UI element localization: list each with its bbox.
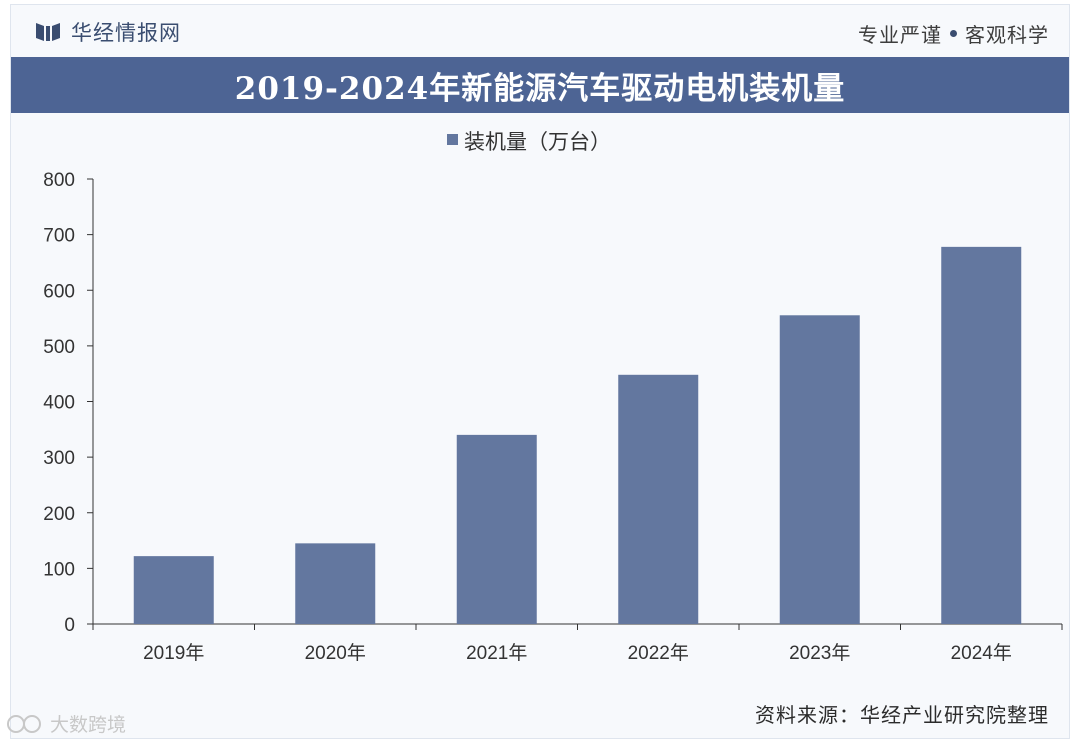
y-tick-label: 800 [43, 170, 75, 191]
x-tick-label: 2021年 [466, 642, 527, 664]
brand: 华经情报网 [35, 17, 181, 47]
slogan-left: 专业严谨 [858, 23, 942, 47]
x-tick-label: 2019年 [143, 642, 204, 664]
x-tick-label: 2020年 [305, 642, 366, 664]
bar-3 [456, 434, 537, 624]
y-tick-label: 200 [43, 504, 75, 525]
y-tick-label: 300 [43, 448, 75, 469]
brand-logo-icon [35, 21, 61, 43]
x-tick-label: 2023年 [789, 642, 850, 664]
separator-dot-icon [950, 30, 957, 37]
header-bar: 华经情报网 专业严谨 客观科学 [11, 5, 1069, 57]
slogan: 专业严谨 客观科学 [858, 19, 1049, 48]
platform-watermark: 大数跨境 [6, 710, 126, 737]
title-bar: 2019-2024年新能源汽车驱动电机装机量 [11, 57, 1069, 113]
bar-4 [618, 374, 699, 624]
bar-6 [941, 246, 1022, 625]
watermark-text: 大数跨境 [50, 714, 127, 736]
y-tick-label: 100 [43, 559, 75, 580]
bar-5 [779, 315, 860, 624]
legend-label: 装机量（万台） [464, 130, 611, 154]
y-tick-label: 700 [43, 226, 75, 247]
bar-1 [133, 556, 214, 624]
y-tick-label: 0 [64, 615, 75, 636]
x-tick-label: 2024年 [951, 642, 1012, 664]
y-tick-label: 600 [43, 281, 75, 302]
chart-title: 2019-2024年新能源汽车驱动电机装机量 [234, 70, 846, 107]
bar-2 [295, 543, 376, 624]
watermark-logo-icon [6, 713, 44, 735]
legend-swatch [447, 134, 458, 145]
y-tick-label: 400 [43, 393, 75, 414]
y-tick-label: 500 [43, 337, 75, 358]
brand-name: 华经情报网 [71, 21, 181, 45]
slogan-right: 客观科学 [965, 23, 1049, 47]
source-note: 资料来源：华经产业研究院整理 [755, 703, 1049, 727]
x-tick-label: 2022年 [628, 642, 689, 664]
